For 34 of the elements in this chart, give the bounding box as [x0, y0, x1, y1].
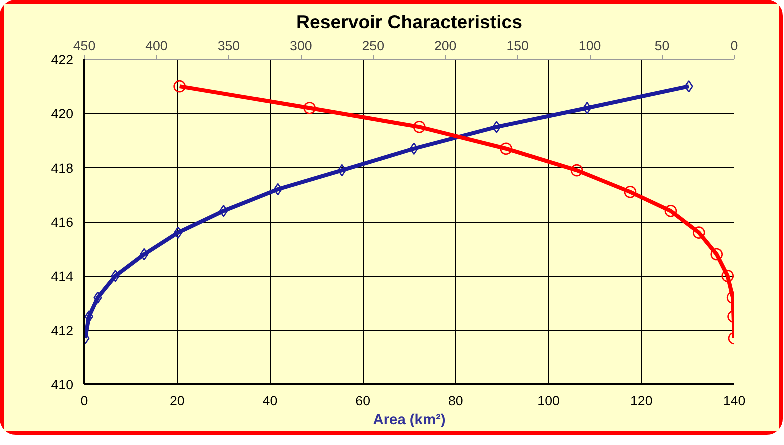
x-tick-label: 120	[630, 394, 653, 408]
x-axis-title: Area (km²)	[373, 412, 446, 428]
x-tick-label: 140	[723, 394, 746, 408]
x2-tick-label: 350	[218, 38, 240, 54]
point	[174, 226, 183, 239]
x2-tick-label: 250	[362, 38, 385, 54]
y-tick-label: 410	[51, 378, 74, 392]
x2-tick-label: 150	[506, 38, 529, 54]
y-tick-label: 422	[51, 52, 74, 68]
x-tick-label: 80	[448, 394, 464, 408]
y-tick-label: 414	[51, 269, 74, 284]
x-tick-label: 40	[262, 394, 278, 408]
x2-tick-label: 400	[146, 38, 168, 54]
point	[84, 310, 94, 323]
point	[111, 270, 120, 282]
x2-tick-label: 50	[654, 38, 670, 54]
y-tick-label: 412	[51, 323, 74, 338]
y-tick-label: 418	[51, 160, 74, 176]
point	[94, 292, 102, 304]
point	[492, 121, 502, 134]
x2-tick-label: 100	[578, 38, 602, 54]
x-tick-label: 60	[356, 394, 370, 408]
y-tick-label: 420	[51, 106, 74, 122]
x-tick-label: 100	[538, 394, 560, 408]
x-tick-label: 0	[80, 394, 88, 408]
chart-title: Reservoir Characteristics	[296, 12, 523, 32]
x2-tick-label: 450	[73, 38, 96, 54]
x2-tick-label: 300	[290, 38, 312, 54]
x2-tick-label: 0	[730, 38, 738, 54]
x-tick-label: 20	[170, 394, 185, 408]
point	[583, 102, 592, 114]
point	[219, 205, 228, 218]
y-tick-label: 416	[51, 215, 74, 230]
x2-tick-label: 200	[434, 38, 457, 54]
